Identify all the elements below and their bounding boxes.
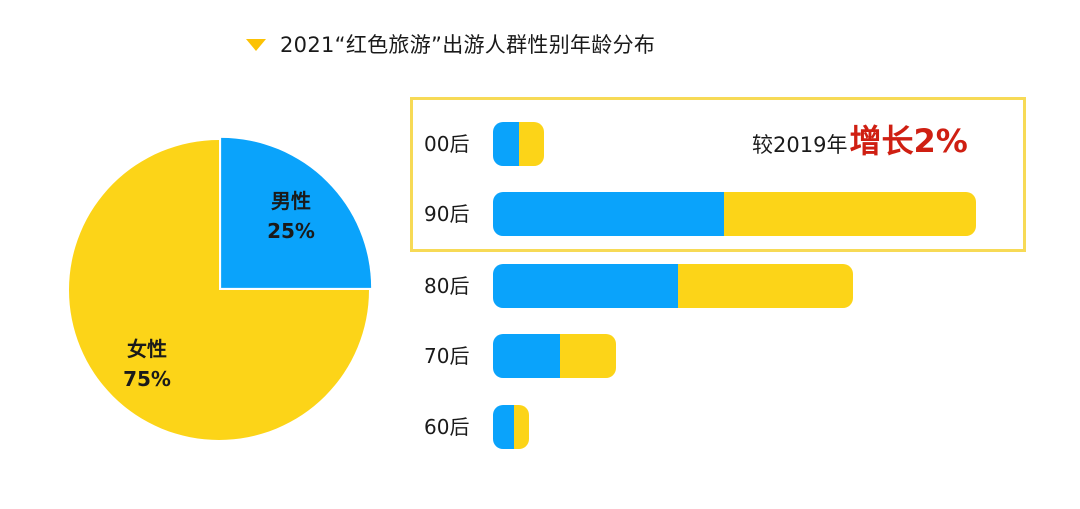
growth-callout: 较2019年 增长2% xyxy=(752,116,968,160)
bar-female-60 xyxy=(513,405,529,449)
bar-label-00: 00后 xyxy=(424,132,470,156)
pie-label-female-name: 女性 xyxy=(127,337,167,361)
bar-male-00 xyxy=(493,122,519,166)
bar-male-60 xyxy=(493,405,514,449)
bar-female-70 xyxy=(559,334,617,378)
bar-female-90 xyxy=(724,192,977,236)
bar-male-70 xyxy=(493,334,560,378)
pie-label-female-value: 75% xyxy=(123,367,171,391)
triangle-down-icon xyxy=(246,39,266,51)
bar-female-80 xyxy=(678,264,853,308)
callout-value: 增长2% xyxy=(849,122,968,160)
chart-title-text: 2021“红色旅游”出游人群性别年龄分布 xyxy=(280,33,656,57)
highlight-frame xyxy=(410,97,1026,252)
pie-label-male: 男性 25% xyxy=(226,186,356,246)
bar-female-00 xyxy=(518,122,545,166)
bar-label-70: 70后 xyxy=(424,344,470,368)
pie-label-male-name: 男性 xyxy=(271,189,311,213)
bar-label-60: 60后 xyxy=(424,415,470,439)
pie-label-male-value: 25% xyxy=(267,219,315,243)
pie-slice-male xyxy=(221,137,372,288)
bar-male-80 xyxy=(493,264,679,308)
callout-text: 较2019年 xyxy=(752,133,848,157)
pie-slice-female xyxy=(69,140,369,440)
pie-label-female: 女性 75% xyxy=(82,334,212,394)
bar-label-90: 90后 xyxy=(424,202,470,226)
bar-label-80: 80后 xyxy=(424,274,470,298)
chart-title: 2021“红色旅游”出游人群性别年龄分布 xyxy=(246,28,655,60)
bar-male-90 xyxy=(493,192,725,236)
